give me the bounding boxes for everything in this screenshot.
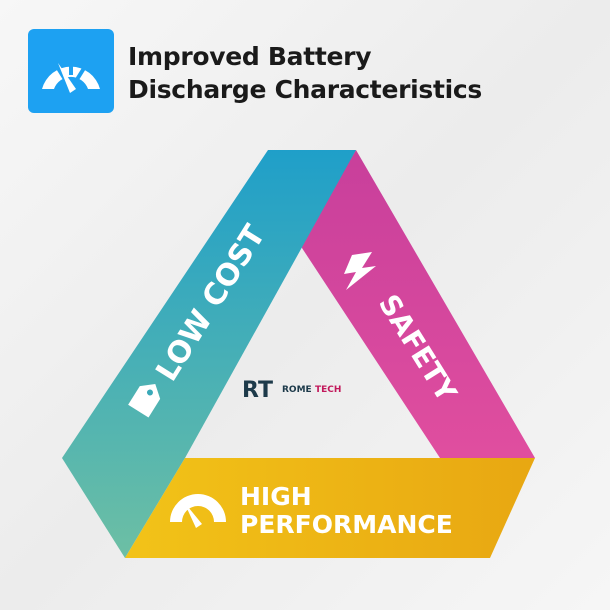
high-performance-band bbox=[125, 458, 535, 558]
speedometer-icon bbox=[42, 59, 100, 93]
price-tag-icon bbox=[128, 384, 161, 418]
speedometer-icon bbox=[170, 494, 226, 528]
high-label: HIGH bbox=[240, 482, 312, 511]
safety-band bbox=[300, 150, 535, 458]
title-line-2: Discharge Characteristics bbox=[128, 75, 483, 104]
rome-tech-logo: RT ROME TECH bbox=[242, 378, 341, 403]
lightning-icon bbox=[344, 252, 376, 290]
logo-text-rome: ROME bbox=[282, 385, 312, 395]
low-cost-band bbox=[62, 150, 356, 558]
page-title: Improved Battery Discharge Characteristi… bbox=[128, 40, 482, 106]
logo-mark: RT bbox=[242, 378, 273, 403]
performance-label: PERFORMANCE bbox=[240, 510, 453, 539]
speedometer-badge bbox=[28, 29, 114, 113]
title-line-1: Improved Battery bbox=[128, 42, 372, 71]
logo-text-tech: TECH bbox=[315, 385, 341, 395]
